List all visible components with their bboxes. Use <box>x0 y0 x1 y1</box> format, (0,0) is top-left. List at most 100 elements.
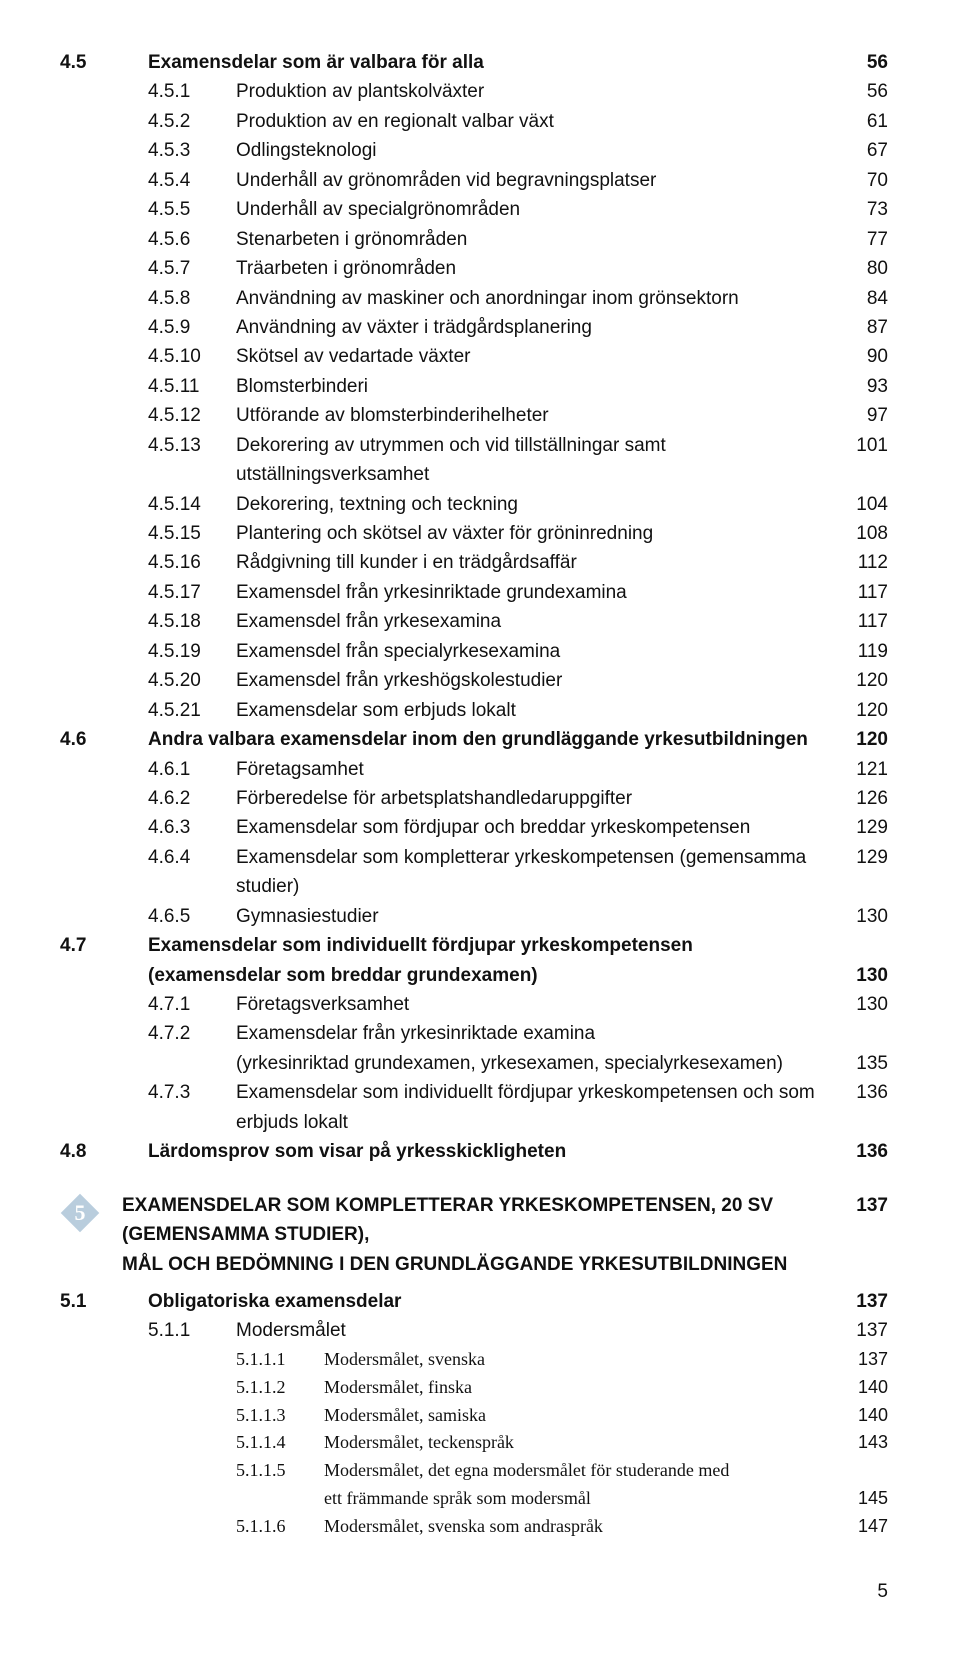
toc-title: Företagsverksamhet <box>236 990 848 1019</box>
toc-row: 5.1.1.1Modersmålet, svenska137 <box>60 1346 888 1374</box>
toc-row: 5.1.1.5Modersmålet, det egna modersmålet… <box>60 1457 888 1485</box>
toc-row: 4.5.8Användning av maskiner och anordnin… <box>60 284 888 313</box>
toc-row: (yrkesinriktad grundexamen, yrkesexamen,… <box>60 1049 888 1078</box>
toc-row: 4.5.7Träarbeten i grönområden80 <box>60 254 888 283</box>
toc-number: 4.5.19 <box>60 637 236 666</box>
toc-number: 4.6.3 <box>60 813 236 842</box>
toc-title: Plantering och skötsel av växter för grö… <box>236 519 848 548</box>
toc-number: 4.6 <box>60 725 148 754</box>
toc-row: 4.7.1Företagsverksamhet130 <box>60 990 888 1019</box>
toc-row: 4.6.3Examensdelar som fördjupar och bred… <box>60 813 888 842</box>
toc-title: Dekorering av utrymmen och vid tillställ… <box>236 431 848 490</box>
toc-row: (examensdelar som breddar grundexamen)13… <box>60 961 888 990</box>
toc-title: Lärdomsprov som visar på yrkesskicklighe… <box>148 1137 848 1166</box>
toc-title: Företagsamhet <box>236 755 848 784</box>
toc-row: 4.6.5Gymnasiestudier130 <box>60 902 888 931</box>
toc-title: Examensdelar som är valbara för alla <box>148 48 848 77</box>
toc-number: 4.5.7 <box>60 254 236 283</box>
toc-title: Examensdel från yrkeshögskolestudier <box>236 666 848 695</box>
toc-title: Examensdelar som fördjupar och breddar y… <box>236 813 848 842</box>
toc-row: 5.1Obligatoriska examensdelar137 <box>60 1287 888 1316</box>
toc-title: Examensdelar från yrkesinriktade examina <box>236 1019 848 1048</box>
toc-title: Modersmålet, svenska <box>324 1346 848 1374</box>
toc-row: 4.8Lärdomsprov som visar på yrkesskickli… <box>60 1137 888 1166</box>
toc-section-2: 5.1Obligatoriska examensdelar1375.1.1Mod… <box>60 1287 888 1541</box>
toc-number: 4.5.2 <box>60 107 236 136</box>
toc-title: Examensdelar som erbjuds lokalt <box>236 696 848 725</box>
toc-number: 4.5.18 <box>60 607 236 636</box>
toc-title: Gymnasiestudier <box>236 902 848 931</box>
toc-row: 4.5.15Plantering och skötsel av växter f… <box>60 519 888 548</box>
toc-row: 5.1.1.2Modersmålet, finska140 <box>60 1374 888 1402</box>
toc-row: 4.5.20Examensdel från yrkeshögskolestudi… <box>60 666 888 695</box>
toc-row: 4.5.19Examensdel från specialyrkesexamin… <box>60 637 888 666</box>
toc-number: 5.1 <box>60 1287 148 1316</box>
toc-page: 145 <box>848 1485 888 1513</box>
chapter-heading: 5 EXAMENSDELAR SOM KOMPLETTERAR YRKESKOM… <box>60 1191 888 1279</box>
toc-title: Examensdel från yrkesinriktade grundexam… <box>236 578 848 607</box>
toc-number: 4.5.12 <box>60 401 236 430</box>
toc-page: 130 <box>848 961 888 990</box>
toc-row: 4.5.4Underhåll av grönområden vid begrav… <box>60 166 888 195</box>
toc-page: 130 <box>848 990 888 1019</box>
toc-title: Examensdelar som kompletterar yrkeskompe… <box>236 843 848 902</box>
toc-page: 137 <box>848 1287 888 1316</box>
toc-number: 4.5.13 <box>60 431 236 460</box>
toc-title: Underhåll av specialgrönområden <box>236 195 848 224</box>
toc-title: Obligatoriska examensdelar <box>148 1287 848 1316</box>
toc-page: 140 <box>848 1374 888 1402</box>
toc-row: 4.5.13Dekorering av utrymmen och vid til… <box>60 431 888 490</box>
toc-row: 4.6Andra valbara examensdelar inom den g… <box>60 725 888 754</box>
toc-row: 4.6.4Examensdelar som kompletterar yrkes… <box>60 843 888 902</box>
toc-page: 135 <box>848 1049 888 1078</box>
toc-page: 97 <box>848 401 888 430</box>
toc-row: 4.6.2Förberedelse för arbetsplatshandled… <box>60 784 888 813</box>
toc-title: Odlingsteknologi <box>236 136 848 165</box>
toc-title: Examensdel från specialyrkesexamina <box>236 637 848 666</box>
toc-page: 77 <box>848 225 888 254</box>
toc-page: 104 <box>848 490 888 519</box>
chapter-title: EXAMENSDELAR SOM KOMPLETTERAR YRKESKOMPE… <box>122 1191 848 1279</box>
toc-row: 4.5.3Odlingsteknologi67 <box>60 136 888 165</box>
toc-number: 4.5.14 <box>60 490 236 519</box>
toc-page: 121 <box>848 755 888 784</box>
toc-row: 4.5.2Produktion av en regionalt valbar v… <box>60 107 888 136</box>
toc-title: Andra valbara examensdelar inom den grun… <box>148 725 848 754</box>
toc-row: 5.1.1Modersmålet137 <box>60 1316 888 1345</box>
toc-page: 120 <box>848 725 888 754</box>
toc-title: Modersmålet, samiska <box>324 1402 848 1430</box>
toc-number: 4.6.1 <box>60 755 236 784</box>
toc-title: Blomsterbinderi <box>236 372 848 401</box>
toc-title: Dekorering, textning och teckning <box>236 490 848 519</box>
toc-row: 4.5.21Examensdelar som erbjuds lokalt120 <box>60 696 888 725</box>
toc-page: 73 <box>848 195 888 224</box>
toc-page: 126 <box>848 784 888 813</box>
toc-number: 4.5.17 <box>60 578 236 607</box>
toc-row: 4.5.16Rådgivning till kunder i en trädgå… <box>60 548 888 577</box>
toc-number: 5.1.1.3 <box>60 1402 324 1430</box>
toc-number: 5.1.1.6 <box>60 1513 324 1541</box>
toc-title: Examensdel från yrkesexamina <box>236 607 848 636</box>
toc-page: 136 <box>848 1078 888 1107</box>
toc-number: 4.5.16 <box>60 548 236 577</box>
chapter-badge: 5 <box>58 1191 102 1235</box>
toc-number: 4.5.10 <box>60 342 236 371</box>
toc-number: 5.1.1.2 <box>60 1374 324 1402</box>
toc-number: 4.6.5 <box>60 902 236 931</box>
toc-page: 90 <box>848 342 888 371</box>
toc-number: 4.7.2 <box>60 1019 236 1048</box>
toc-page: 120 <box>848 666 888 695</box>
toc-row: 4.7Examensdelar som individuellt fördjup… <box>60 931 888 960</box>
toc-row: 4.5.1Produktion av plantskolväxter56 <box>60 77 888 106</box>
toc-title: Stenarbeten i grönområden <box>236 225 848 254</box>
toc-page: 101 <box>848 431 888 460</box>
toc-page: 130 <box>848 902 888 931</box>
toc-number: 4.5.9 <box>60 313 236 342</box>
toc-number: 4.7.3 <box>60 1078 236 1107</box>
toc-row: 4.5.11Blomsterbinderi93 <box>60 372 888 401</box>
chapter-page: 137 <box>848 1191 888 1279</box>
toc-title: Modersmålet, teckenspråk <box>324 1429 848 1457</box>
toc-title: Modersmålet <box>236 1316 848 1345</box>
toc-number: 5.1.1.1 <box>60 1346 324 1374</box>
toc-row: 4.5.14Dekorering, textning och teckning1… <box>60 490 888 519</box>
